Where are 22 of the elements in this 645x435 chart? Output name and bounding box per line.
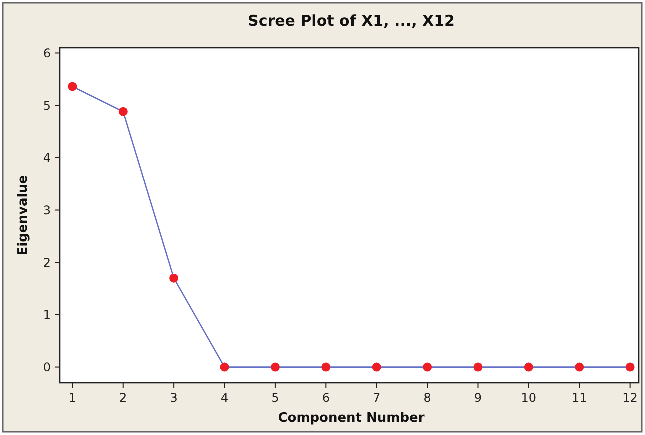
x-tick-label: 1 <box>68 391 76 405</box>
x-tick-label: 7 <box>373 391 381 405</box>
x-axis-title: Component Number <box>278 411 426 426</box>
y-tick-label: 5 <box>43 98 51 113</box>
x-tick-label: 6 <box>322 391 330 405</box>
y-tick-label: 2 <box>43 256 51 270</box>
chart-title: Scree Plot of X1, ..., X12 <box>248 12 455 30</box>
x-tick-label: 9 <box>474 391 482 405</box>
x-tick-label: 3 <box>170 391 178 405</box>
y-axis-title: Eigenvalue <box>16 175 31 256</box>
x-tick-label: 11 <box>572 391 588 405</box>
x-tick-label: 4 <box>220 391 229 405</box>
y-tick-label: 3 <box>43 203 51 218</box>
x-tick-label: 8 <box>424 391 432 405</box>
y-tick-label: 0 <box>43 360 51 374</box>
y-tick-label: 6 <box>43 46 51 60</box>
x-tick-label: 5 <box>272 391 280 405</box>
y-tick-label: 4 <box>43 151 51 166</box>
x-tick-label: 10 <box>521 391 537 405</box>
x-tick-label: 12 <box>622 391 638 405</box>
y-tick-label: 1 <box>43 308 51 322</box>
x-tick-label: 2 <box>120 391 128 405</box>
